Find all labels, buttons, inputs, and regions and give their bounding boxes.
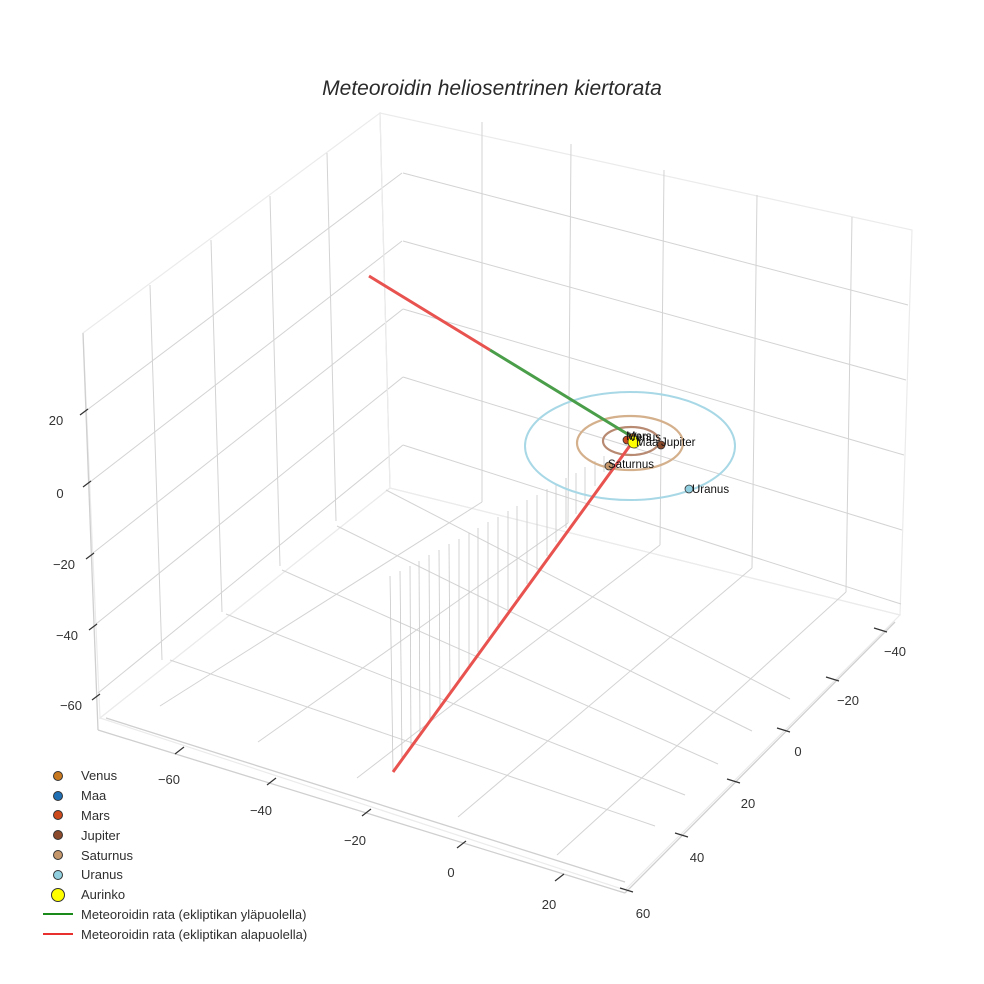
legend: Venus Maa Mars Jupiter Saturnus Uranus A…: [38, 766, 307, 944]
venus-dot-icon: [53, 770, 63, 781]
z-tick-label: −60: [60, 698, 82, 713]
y-tick-label: −40: [884, 644, 906, 659]
legend-item-uranus[interactable]: Uranus: [38, 865, 307, 885]
legend-item-jupiter[interactable]: Jupiter: [38, 825, 307, 845]
legend-label: Meteoroidin rata (ekliptikan yläpuolella…: [81, 906, 307, 922]
planets: [604, 433, 694, 494]
x-axis-ticks: −60 −40 −20 0 20: [158, 746, 565, 912]
planet-orbits: [524, 391, 736, 501]
y-tick-label: 40: [690, 850, 704, 865]
y-tick-label: −20: [837, 693, 859, 708]
grid-back-left-wall: [82, 111, 404, 720]
z-tick-labels: 20 0 −20 −40 −60: [49, 413, 82, 713]
legend-label: Aurinko: [81, 887, 126, 903]
uranus-marker: [684, 484, 694, 494]
mars-dot-icon: [53, 810, 63, 821]
saturnus-orbit: [575, 414, 685, 472]
y-axis-ticks: −40 −20 0 20 40 60: [619, 627, 906, 921]
x-tick-label: 0: [447, 865, 454, 880]
legend-item-aurinko[interactable]: Aurinko: [38, 885, 307, 905]
y-tick-label: 60: [636, 906, 650, 921]
jupiter-orbit: [601, 425, 661, 457]
legend-label: Saturnus: [81, 847, 134, 863]
saturnus-dot-icon: [53, 850, 63, 861]
x-tick-label: −60: [158, 772, 180, 787]
x-tick-label: −40: [250, 803, 272, 818]
legend-item-mars[interactable]: Mars: [38, 806, 307, 826]
red-line-icon: [43, 933, 73, 936]
legend-item-saturnus[interactable]: Saturnus: [38, 845, 307, 865]
x-tick-label: −20: [344, 833, 366, 848]
z-tick-label: −40: [56, 628, 78, 643]
grid-floor: [98, 487, 902, 891]
uranus-dot-icon: [53, 869, 63, 880]
trajectory-drop-lines: [389, 456, 605, 772]
mars-label: Mars: [626, 431, 652, 443]
grid-back-right-wall: [379, 112, 913, 616]
legend-label: Meteoroidin rata (ekliptikan alapuolella…: [81, 926, 308, 942]
legend-item-trajectory-above[interactable]: Meteoroidin rata (ekliptikan yläpuolella…: [38, 905, 307, 925]
legend-item-trajectory-below[interactable]: Meteoroidin rata (ekliptikan alapuolella…: [38, 924, 307, 944]
jupiter-marker: [656, 440, 666, 450]
legend-item-venus[interactable]: Venus: [38, 766, 307, 786]
legend-item-maa[interactable]: Maa: [38, 786, 307, 806]
z-axis-ticks: 20 0 −20 −40 −60: [49, 408, 101, 713]
uranus-label: Uranus: [692, 484, 729, 496]
trajectory-above-ecliptic: [489, 348, 635, 440]
y-tick-label: 20: [741, 796, 755, 811]
legend-label: Jupiter: [81, 827, 121, 843]
maa-dot-icon: [53, 790, 63, 801]
legend-label: Venus: [81, 768, 118, 784]
legend-label: Maa: [81, 788, 107, 804]
sun-dot-icon: [51, 887, 65, 902]
z-tick-label: 20: [49, 413, 63, 428]
legend-label: Uranus: [81, 867, 123, 883]
z-tick-label: −20: [53, 557, 75, 572]
axis-lines: [82, 332, 896, 894]
maa-label: Maa: [636, 437, 659, 449]
sun-marker: [627, 435, 641, 449]
z-tick-label: 0: [56, 486, 63, 501]
planet-labels: Mars Venus Maa Jupiter Saturnus Uranus: [608, 431, 729, 496]
y-tick-label: 0: [794, 744, 801, 759]
saturnus-marker: [604, 461, 614, 471]
meteoroid-trajectory: [368, 274, 636, 773]
jupiter-dot-icon: [53, 830, 63, 841]
uranus-orbit: [524, 391, 736, 501]
saturnus-label: Saturnus: [608, 459, 654, 471]
green-line-icon: [43, 913, 73, 916]
trajectory-below-ecliptic-outgoing: [391, 439, 636, 773]
venus-label: Venus: [629, 432, 661, 444]
legend-label: Mars: [81, 807, 110, 823]
chart-title: Meteoroidin heliosentrinen kiertorata: [322, 77, 662, 100]
x-tick-label: 20: [542, 897, 556, 912]
jupiter-label: Jupiter: [661, 437, 696, 449]
trajectory-below-ecliptic-incoming: [368, 274, 491, 352]
